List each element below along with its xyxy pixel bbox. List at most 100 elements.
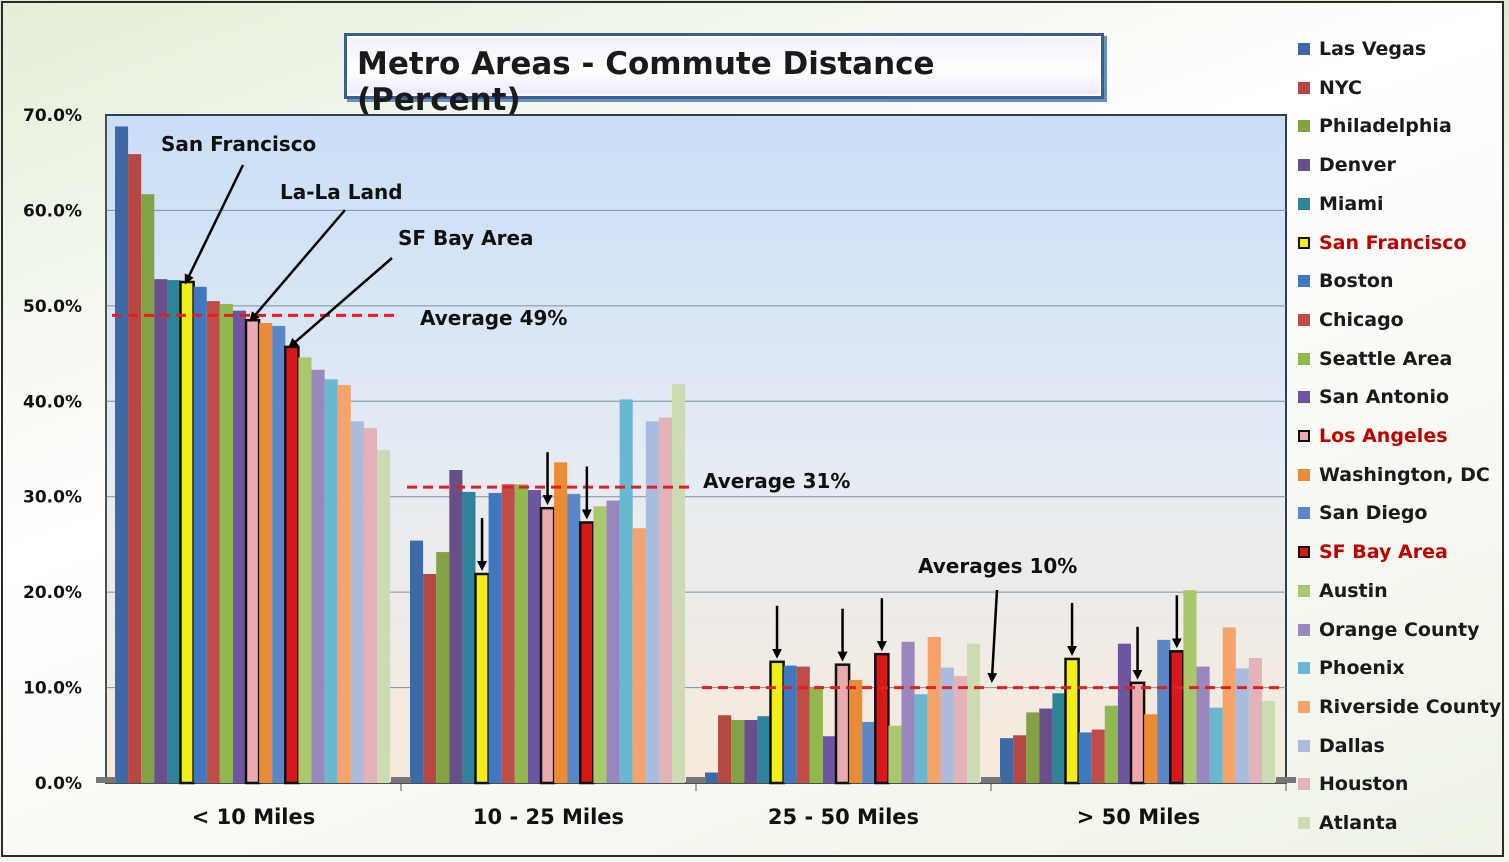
legend-item: Las Vegas xyxy=(1298,36,1426,62)
bar-chicago xyxy=(1091,729,1105,783)
legend-item: Washington, DC xyxy=(1298,462,1490,488)
legend-item: Boston xyxy=(1298,268,1394,294)
bar-washington-dc xyxy=(554,462,568,783)
y-tick-label: 10.0% xyxy=(23,679,82,699)
legend-swatch xyxy=(1298,391,1310,404)
legend-item: NYC xyxy=(1298,75,1362,101)
legend-swatch xyxy=(1298,236,1310,249)
legend-swatch xyxy=(1298,662,1310,675)
legend-item: Seattle Area xyxy=(1298,346,1452,372)
bar-dallas xyxy=(1235,668,1249,783)
bar-philadelphia xyxy=(731,720,745,783)
bar-las-vegas xyxy=(1000,738,1014,783)
legend-label: San Francisco xyxy=(1319,231,1467,254)
bar-austin xyxy=(593,506,607,783)
legend-swatch xyxy=(1298,81,1310,94)
legend-item: Los Angeles xyxy=(1298,423,1448,449)
bar-seattle-area xyxy=(514,484,528,783)
bar-austin xyxy=(888,725,902,783)
bar-miami xyxy=(757,716,771,783)
average-arrow xyxy=(987,589,999,683)
legend-swatch xyxy=(1298,430,1310,442)
bar-houston xyxy=(658,417,672,783)
bar-boston xyxy=(488,492,502,783)
bar-san-diego xyxy=(567,493,581,783)
bar-nyc xyxy=(1013,735,1027,783)
legend-label: Seattle Area xyxy=(1319,347,1453,370)
legend-swatch xyxy=(1298,623,1310,636)
legend-item: SF Bay Area xyxy=(1298,539,1448,565)
legend-item: Denver xyxy=(1298,152,1396,178)
x-category-label: 10 - 25 Miles xyxy=(473,805,624,829)
legend-item: Atlanta xyxy=(1298,810,1398,836)
legend-label: San Antonio xyxy=(1319,386,1450,409)
bar-philadelphia xyxy=(436,552,450,783)
bar-orange-county xyxy=(901,641,915,783)
bar-las-vegas xyxy=(410,540,424,783)
bar-atlanta xyxy=(967,643,981,783)
legend-item: Chicago xyxy=(1298,307,1404,333)
bar-denver xyxy=(449,469,463,783)
bar-boston xyxy=(1078,732,1092,783)
bar-philadelphia xyxy=(141,194,155,784)
legend-swatch xyxy=(1298,546,1310,559)
x-category-label: > 50 Miles xyxy=(1077,805,1200,829)
bar-san-francisco xyxy=(769,660,785,785)
legend-item: San Francisco xyxy=(1298,230,1467,256)
bar-riverside-county xyxy=(927,636,941,783)
legend-item: San Diego xyxy=(1298,500,1427,526)
average-label: Average 49% xyxy=(420,306,567,330)
floor-mark xyxy=(391,777,411,783)
legend-label: Denver xyxy=(1319,154,1396,177)
bar-chicago xyxy=(501,484,515,783)
bar-seattle-area xyxy=(219,303,233,783)
callout-arrow xyxy=(288,257,393,349)
bar-dallas xyxy=(940,667,954,783)
legend-label: Washington, DC xyxy=(1319,463,1490,486)
bar-los-angeles xyxy=(834,663,851,785)
legend-item: Philadelphia xyxy=(1298,113,1452,139)
bar-san-francisco xyxy=(1064,657,1080,785)
y-tick-label: 20.0% xyxy=(23,583,82,603)
bar-orange-county xyxy=(1196,666,1210,783)
bar-seattle-area xyxy=(1104,705,1118,783)
legend-item: Dallas xyxy=(1298,733,1385,759)
bar-houston xyxy=(1248,657,1262,783)
legend-label: Houston xyxy=(1319,773,1409,796)
bar-san-antonio xyxy=(1117,643,1131,783)
bar-phoenix xyxy=(324,379,338,783)
legend-swatch xyxy=(1298,197,1310,210)
bar-sf-bay-area xyxy=(874,652,890,785)
legend-label: Philadelphia xyxy=(1319,115,1452,138)
bar-san-diego xyxy=(1157,639,1171,783)
y-tick-label: 30.0% xyxy=(23,488,82,508)
bar-miami xyxy=(167,280,181,783)
legend-swatch xyxy=(1298,817,1310,829)
callout-label: San Francisco xyxy=(161,132,316,156)
bar-sf-bay-area xyxy=(579,521,595,785)
bar-orange-county xyxy=(606,500,620,783)
chart-title: Metro Areas - Commute Distance (Percent) xyxy=(357,46,935,118)
bar-nyc xyxy=(128,154,142,783)
legend-label: Dallas xyxy=(1319,734,1385,757)
bar-sf-bay-area xyxy=(284,345,300,785)
legend-label: Austin xyxy=(1319,579,1388,602)
legend-item: Riverside County xyxy=(1298,694,1501,720)
legend-label: Los Angeles xyxy=(1319,425,1448,447)
bar-las-vegas xyxy=(115,126,129,784)
bar-washington-dc xyxy=(259,323,273,783)
legend-label: Chicago xyxy=(1319,308,1404,331)
callout-arrow xyxy=(184,164,245,285)
bar-san-diego xyxy=(272,325,286,783)
floor-mark xyxy=(686,777,706,783)
average-label: Average 31% xyxy=(703,469,850,493)
bar-boston xyxy=(193,286,207,783)
legend-item: Austin xyxy=(1298,578,1388,604)
y-tick-label: 60.0% xyxy=(23,201,82,221)
bar-miami xyxy=(1052,693,1066,783)
legend-label: Phoenix xyxy=(1319,657,1405,680)
bar-san-francisco xyxy=(179,280,195,785)
legend-item: Phoenix xyxy=(1298,655,1405,681)
legend-swatch xyxy=(1298,120,1310,133)
legend-swatch xyxy=(1298,159,1310,172)
